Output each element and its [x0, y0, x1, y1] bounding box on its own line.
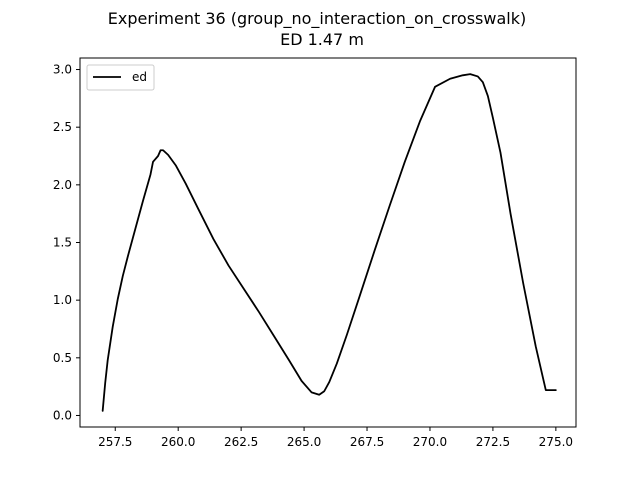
plot-area — [80, 58, 576, 427]
y-tick-label: 0.0 — [53, 408, 72, 422]
y-tick-label: 2.5 — [53, 120, 72, 134]
y-tick-label: 1.5 — [53, 236, 72, 250]
series-line-ed — [101, 73, 557, 412]
x-tick-label: 267.5 — [350, 435, 384, 449]
x-tick-label: 257.5 — [98, 435, 132, 449]
x-tick-label: 275.0 — [539, 435, 573, 449]
y-axis-ticks: 0.0 0.5 1.0 1.5 2.0 2.5 3.0 — [53, 63, 80, 422]
x-tick-label: 265.0 — [287, 435, 321, 449]
x-tick-label: 270.0 — [413, 435, 447, 449]
y-tick-label: 0.5 — [53, 351, 72, 365]
x-tick-label: 260.0 — [161, 435, 195, 449]
chart-title: Experiment 36 (group_no_interaction_on_c… — [108, 9, 526, 29]
y-tick-label: 2.0 — [53, 178, 72, 192]
x-axis-ticks: 257.5 260.0 262.5 265.0 267.5 270.0 272.5 275.0 — [98, 427, 573, 449]
plot-frame — [79, 57, 577, 428]
series-layer — [101, 73, 557, 412]
y-tick-label: 1.0 — [53, 293, 72, 307]
y-tick-label: 3.0 — [53, 63, 72, 77]
x-tick-label: 272.5 — [476, 435, 510, 449]
legend: ed — [86, 64, 155, 91]
x-tick-label: 262.5 — [224, 435, 258, 449]
legend-label-ed: ed — [132, 70, 147, 84]
chart-subtitle: ED 1.47 m — [280, 30, 364, 49]
